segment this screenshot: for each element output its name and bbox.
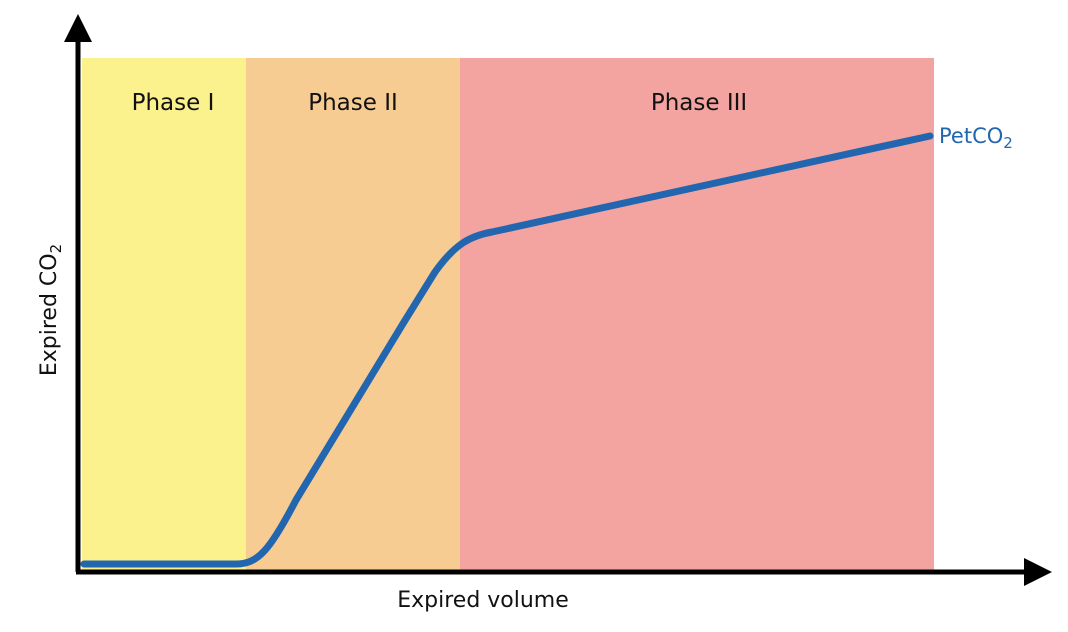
x-axis-arrowhead (1024, 558, 1052, 586)
phase-2-label: Phase II (308, 90, 398, 116)
petco2-label-main: PetCO (939, 124, 1003, 148)
petco2-label: PetCO2 (939, 124, 1013, 152)
phase-3-region (460, 58, 934, 571)
y-axis-label-main: Expired CO (37, 253, 62, 376)
petco2-label-subscript: 2 (1003, 134, 1013, 152)
y-axis-arrowhead (64, 14, 92, 42)
phase-2-region (246, 58, 460, 571)
y-axis-label: Expired CO2 (37, 244, 65, 376)
x-axis-label: Expired volume (397, 588, 569, 613)
phase-3-label: Phase III (651, 90, 747, 116)
co2-curve (80, 132, 934, 568)
phase-1-region (82, 58, 246, 571)
y-axis-label-subscript: 2 (47, 244, 65, 254)
phase-1-label: Phase I (132, 90, 215, 116)
